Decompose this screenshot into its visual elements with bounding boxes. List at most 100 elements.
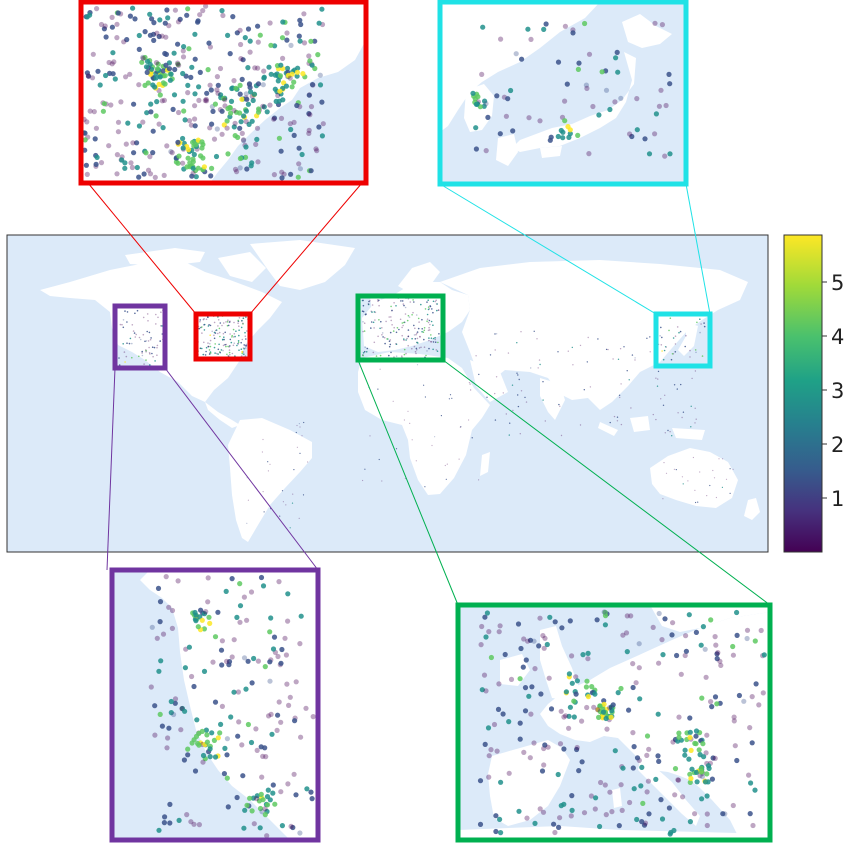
data-point [521, 749, 527, 756]
data-point [269, 731, 275, 737]
data-point [408, 316, 411, 318]
data-point [652, 131, 658, 137]
data-point [131, 101, 137, 107]
data-point [126, 311, 129, 313]
data-point [292, 493, 294, 495]
data-point [675, 777, 681, 783]
data-point [607, 106, 613, 113]
data-point [319, 99, 325, 105]
data-point [171, 711, 177, 718]
data-point [639, 819, 645, 825]
data-point [520, 664, 526, 670]
data-point [236, 344, 238, 347]
data-point [257, 32, 263, 38]
data-point [254, 793, 260, 799]
data-point [694, 422, 696, 424]
data-point [516, 342, 518, 344]
data-point [695, 351, 697, 354]
data-point [296, 145, 302, 151]
colorbar-gradient [783, 234, 823, 553]
data-point [267, 102, 273, 108]
data-point [233, 342, 236, 345]
data-point [436, 309, 438, 312]
data-point [696, 747, 702, 753]
data-point [189, 64, 195, 70]
data-point [157, 711, 163, 718]
data-point [203, 341, 205, 344]
data-point [237, 603, 244, 609]
data-point [413, 345, 416, 348]
data-point [136, 82, 142, 88]
data-point [118, 99, 124, 105]
data-point [566, 671, 573, 677]
world-map-frame [6, 234, 769, 553]
data-point [242, 351, 245, 353]
data-point [559, 405, 561, 407]
data-point [662, 404, 665, 406]
data-point [231, 637, 237, 643]
data-point [221, 771, 227, 777]
data-point [175, 41, 181, 47]
data-point [142, 54, 148, 61]
data-point [614, 49, 620, 56]
data-point [192, 142, 199, 148]
data-point [562, 98, 568, 104]
data-point [156, 344, 159, 347]
data-point [289, 527, 291, 529]
data-point [714, 651, 720, 657]
data-point [693, 769, 700, 776]
data-point [207, 746, 213, 752]
data-point [255, 159, 261, 165]
data-point [134, 312, 136, 315]
data-point [689, 766, 695, 772]
data-point [705, 763, 712, 769]
data-point [228, 110, 234, 116]
data-point [169, 625, 175, 632]
data-point [515, 621, 522, 627]
data-point [142, 316, 145, 319]
data-point [690, 426, 692, 428]
data-point [185, 147, 192, 153]
data-point [627, 131, 633, 137]
data-point [214, 352, 216, 354]
data-point [243, 686, 249, 692]
greenland-landmass [250, 240, 355, 290]
inset-europe-frame [455, 602, 773, 843]
data-point [235, 689, 241, 695]
data-point [392, 330, 395, 332]
data-point [373, 311, 376, 313]
data-point [229, 576, 235, 582]
data-point [371, 304, 374, 306]
data-point [296, 446, 298, 448]
data-point [200, 8, 206, 14]
data-point [145, 349, 147, 352]
data-point [146, 330, 148, 333]
data-point [749, 694, 755, 700]
data-point [619, 396, 621, 399]
data-point [205, 599, 211, 605]
data-point [140, 119, 146, 125]
data-point [214, 332, 217, 334]
data-point [237, 619, 243, 625]
data-point [691, 377, 693, 380]
data-point [291, 132, 297, 138]
data-point [226, 659, 233, 665]
data-point [381, 332, 384, 334]
data-point [699, 331, 701, 334]
data-point [217, 325, 219, 327]
data-point [384, 342, 386, 345]
data-point [478, 479, 480, 481]
data-point [217, 730, 223, 736]
data-point [218, 331, 221, 334]
data-point [231, 78, 237, 84]
data-point [587, 336, 589, 339]
data-point [418, 321, 420, 323]
data-point [486, 774, 492, 780]
data-point [233, 85, 239, 91]
data-point [248, 589, 255, 595]
data-point [261, 104, 267, 110]
data-point [220, 349, 223, 351]
data-point [638, 783, 644, 789]
data-point [240, 341, 242, 344]
data-point [405, 352, 407, 355]
